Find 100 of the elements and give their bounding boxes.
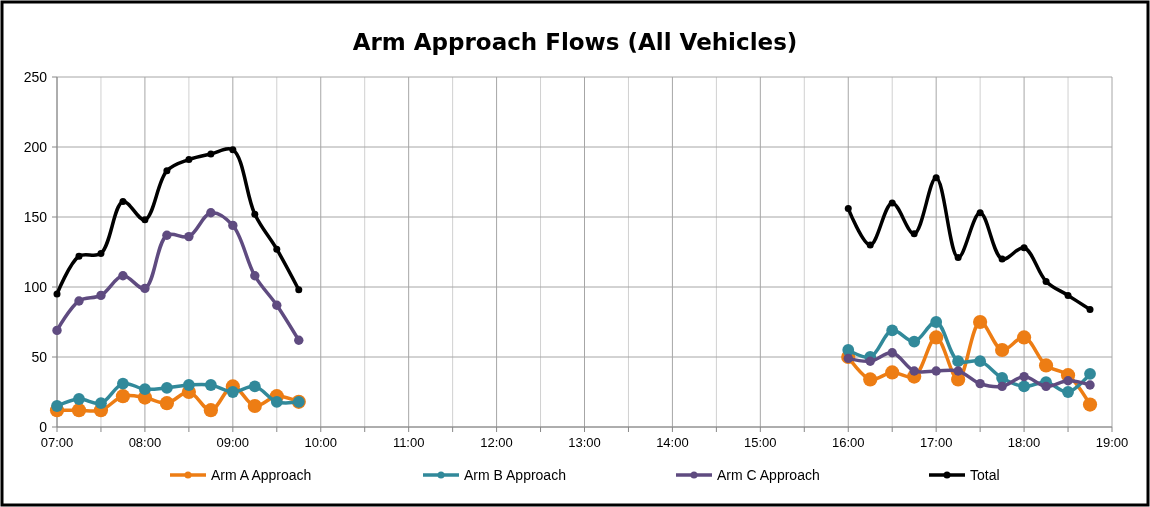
x-tick-label: 10:00 xyxy=(304,435,338,450)
point xyxy=(162,230,172,240)
point xyxy=(843,353,853,364)
point xyxy=(863,372,878,387)
chart-title: Arm Approach Flows (All Vehicles) xyxy=(352,29,798,55)
x-tick-label: 12:00 xyxy=(480,435,513,450)
point xyxy=(75,252,83,260)
x-tick-label: 07:00 xyxy=(40,435,74,450)
point xyxy=(929,330,944,345)
point xyxy=(250,271,260,281)
x-tick-label: 14:00 xyxy=(656,435,689,450)
point xyxy=(140,283,150,294)
y-tick-label: 200 xyxy=(23,139,48,155)
point xyxy=(954,254,962,262)
point xyxy=(1041,381,1051,392)
point xyxy=(95,397,107,410)
point xyxy=(52,325,62,336)
point xyxy=(117,377,129,390)
y-tick-label: 0 xyxy=(39,419,48,435)
point xyxy=(908,335,921,348)
point xyxy=(159,396,174,411)
point xyxy=(295,286,303,294)
x-tick-label: 16:00 xyxy=(831,435,865,450)
x-tick-label: 18:00 xyxy=(1007,435,1041,450)
point xyxy=(997,381,1007,392)
point xyxy=(184,231,194,242)
point xyxy=(842,344,855,356)
point xyxy=(1084,367,1096,380)
point xyxy=(182,379,195,391)
point xyxy=(226,386,239,398)
x-tick-label: 19:00 xyxy=(1095,435,1129,450)
x-tick-label: 09:00 xyxy=(216,435,250,450)
point xyxy=(273,245,281,253)
point xyxy=(185,156,193,164)
point xyxy=(932,174,940,182)
point xyxy=(1082,397,1098,412)
point xyxy=(115,389,131,404)
point xyxy=(53,290,61,298)
point xyxy=(974,355,987,368)
y-tick-label: 150 xyxy=(23,209,48,225)
point xyxy=(1063,376,1073,386)
point xyxy=(161,381,173,394)
point xyxy=(163,167,171,175)
point xyxy=(1042,277,1050,285)
point xyxy=(272,300,282,310)
point xyxy=(1020,244,1028,252)
point xyxy=(909,366,919,376)
x-tick-label: 17:00 xyxy=(919,435,953,450)
point xyxy=(1086,305,1094,313)
point xyxy=(1038,358,1054,373)
legend-label: Arm A Approach xyxy=(211,467,312,483)
point xyxy=(141,216,149,224)
point xyxy=(910,230,918,238)
point xyxy=(206,208,216,218)
point xyxy=(97,249,105,257)
point xyxy=(995,342,1010,358)
point xyxy=(865,356,875,366)
point xyxy=(229,146,237,154)
point xyxy=(204,379,217,391)
x-tick-label: 08:00 xyxy=(128,435,162,450)
legend-label: Arm C Approach xyxy=(717,467,820,483)
point xyxy=(1085,380,1095,390)
x-tick-label: 13:00 xyxy=(568,435,601,450)
point xyxy=(996,372,1008,384)
point xyxy=(1062,386,1074,398)
point xyxy=(207,150,215,158)
point xyxy=(118,271,128,281)
y-tick-label: 100 xyxy=(23,279,48,295)
point xyxy=(844,205,852,213)
point xyxy=(973,314,988,330)
point xyxy=(931,366,941,376)
point xyxy=(866,241,874,249)
x-tick-label: 11:00 xyxy=(392,435,425,450)
point xyxy=(930,316,943,328)
point xyxy=(975,378,985,389)
point xyxy=(270,395,283,408)
point xyxy=(885,365,900,380)
point xyxy=(96,290,106,301)
point xyxy=(71,403,87,418)
point xyxy=(51,400,63,412)
x-tick-label: 15:00 xyxy=(744,435,777,450)
point xyxy=(976,209,984,217)
legend-label: Total xyxy=(970,467,1000,483)
y-tick-label: 50 xyxy=(31,349,48,365)
point xyxy=(1064,291,1072,299)
point xyxy=(1016,330,1032,345)
point xyxy=(251,210,259,218)
point xyxy=(119,198,127,206)
point xyxy=(886,324,899,337)
point xyxy=(888,199,896,207)
point xyxy=(74,296,84,306)
point xyxy=(1018,380,1030,393)
point xyxy=(294,335,304,345)
y-tick-label: 250 xyxy=(23,69,48,85)
point xyxy=(952,355,965,368)
point xyxy=(203,403,218,418)
point xyxy=(247,398,262,414)
point xyxy=(248,380,261,393)
point xyxy=(998,255,1006,263)
point xyxy=(953,366,963,376)
